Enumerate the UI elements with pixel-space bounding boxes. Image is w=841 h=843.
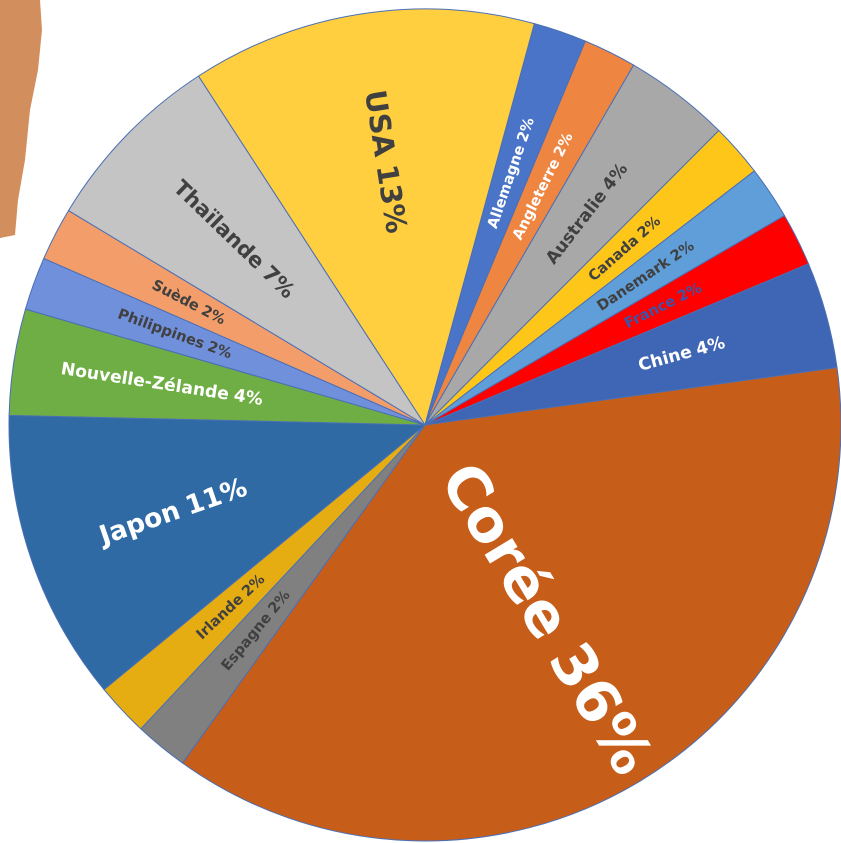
slice [67, 75, 426, 426]
decoration [0, 0, 42, 238]
value-label: 4% [232, 386, 264, 410]
slice [181, 366, 841, 842]
slice [8, 414, 427, 691]
slice [197, 8, 536, 427]
pie [8, 8, 841, 842]
